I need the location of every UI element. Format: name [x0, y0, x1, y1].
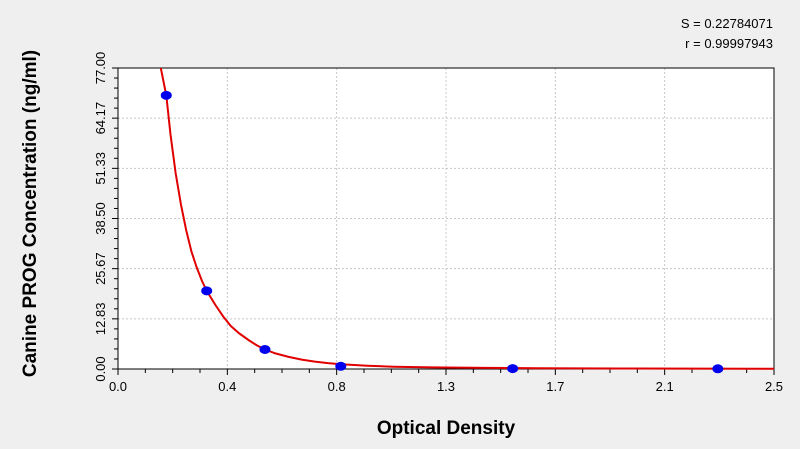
x-tick-label: 2.1 [656, 379, 674, 394]
y-tick-label: 12.83 [93, 303, 108, 336]
data-point [259, 344, 271, 354]
y-tick-label: 64.17 [93, 102, 108, 135]
s-statistic: S = 0.22784071 [680, 16, 773, 31]
y-axis-label: Canine PROG Concentration (ng/ml) [20, 50, 41, 377]
y-tick-label: 25.67 [93, 252, 108, 285]
y-tick-label: 38.50 [93, 202, 108, 235]
x-axis-label: Optical Density [377, 418, 516, 439]
x-tick-label: 1.3 [437, 379, 455, 394]
x-tick-label: 0.8 [328, 379, 346, 394]
y-tick-label: 51.33 [93, 152, 108, 185]
data-point [712, 364, 724, 374]
data-point [507, 364, 519, 374]
x-tick-label: 1.7 [546, 379, 564, 394]
data-point [335, 361, 347, 371]
y-tick-label: 0.00 [93, 356, 108, 381]
x-tick-label: 0.4 [218, 379, 236, 394]
x-tick-label: 2.5 [765, 379, 783, 394]
x-tick-label: 0.0 [109, 379, 127, 394]
data-point [201, 286, 213, 296]
fit-curve [159, 67, 775, 370]
y-tick-label: 77.00 [93, 52, 108, 85]
data-point [160, 90, 172, 100]
r-statistic: r = 0.99997943 [685, 36, 773, 51]
